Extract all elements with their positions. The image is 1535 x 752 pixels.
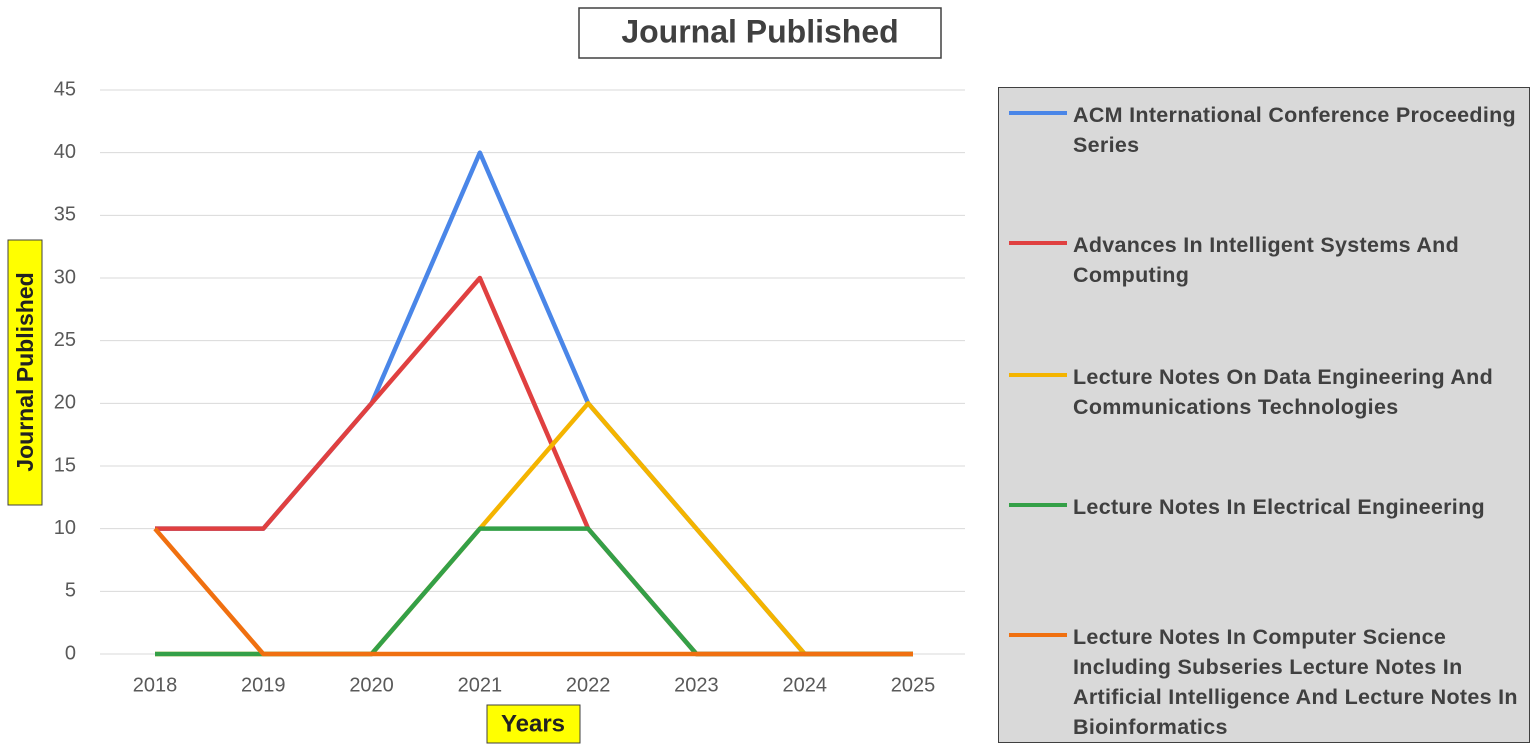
x-tick-label: 2025 xyxy=(891,674,936,696)
x-tick-label: 2023 xyxy=(674,674,719,696)
x-tick-label: 2019 xyxy=(241,674,286,696)
y-tick-label: 20 xyxy=(54,392,76,414)
legend-swatch xyxy=(1009,633,1067,637)
x-tick-label: 2022 xyxy=(566,674,611,696)
y-tick-label: 10 xyxy=(54,517,76,539)
x-tick-label: 2021 xyxy=(458,674,503,696)
legend-label: Lecture Notes In Computer Science Includ… xyxy=(1073,625,1518,739)
y-tick-label: 0 xyxy=(65,642,76,664)
title-box xyxy=(578,7,942,59)
series-line xyxy=(153,527,913,657)
legend: ACM International Conference Proceeding … xyxy=(998,87,1530,743)
legend-swatch xyxy=(1009,373,1067,377)
y-tick-label: 5 xyxy=(65,580,76,602)
y-label-box xyxy=(7,239,43,506)
x-label-box xyxy=(486,704,581,744)
legend-swatch xyxy=(1009,241,1067,245)
legend-swatch xyxy=(1009,111,1067,115)
y-tick-label: 45 xyxy=(54,78,76,100)
legend-swatch xyxy=(1009,503,1067,507)
legend-label: ACM International Conference Proceeding … xyxy=(1073,103,1516,157)
x-tick-label: 2018 xyxy=(133,674,178,696)
legend-label: Lecture Notes On Data Engineering And Co… xyxy=(1073,365,1494,419)
chart: Journal Published Journal Published Year… xyxy=(7,7,965,744)
chart-title: Journal Published xyxy=(621,13,898,49)
x-tick-label: 2024 xyxy=(782,674,827,696)
y-axis-label: Journal Published xyxy=(12,272,38,471)
legend-label: Advances In Intelligent Systems And Comp… xyxy=(1073,233,1460,287)
x-tick-label: 2020 xyxy=(349,674,394,696)
y-tick-label: 35 xyxy=(54,204,76,226)
y-tick-label: 40 xyxy=(54,141,76,163)
y-tick-label: 25 xyxy=(54,329,76,351)
x-axis-label: Years xyxy=(501,710,565,737)
y-tick-label: 15 xyxy=(54,454,76,476)
y-tick-label: 30 xyxy=(54,266,76,288)
legend-label: Lecture Notes In Electrical Engineering xyxy=(1073,495,1485,519)
